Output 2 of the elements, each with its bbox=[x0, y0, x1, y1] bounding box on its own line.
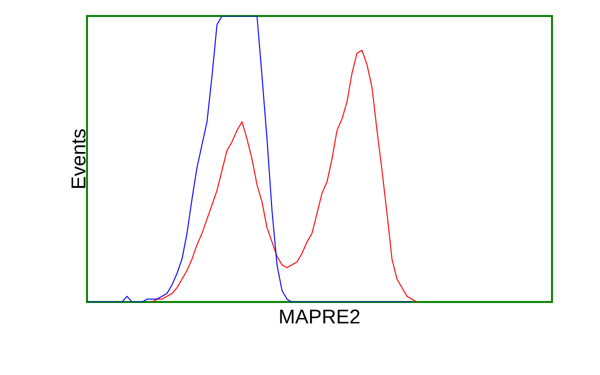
x-axis-title: MAPRE2 bbox=[280, 310, 360, 324]
y-axis-title: Events bbox=[72, 129, 86, 188]
